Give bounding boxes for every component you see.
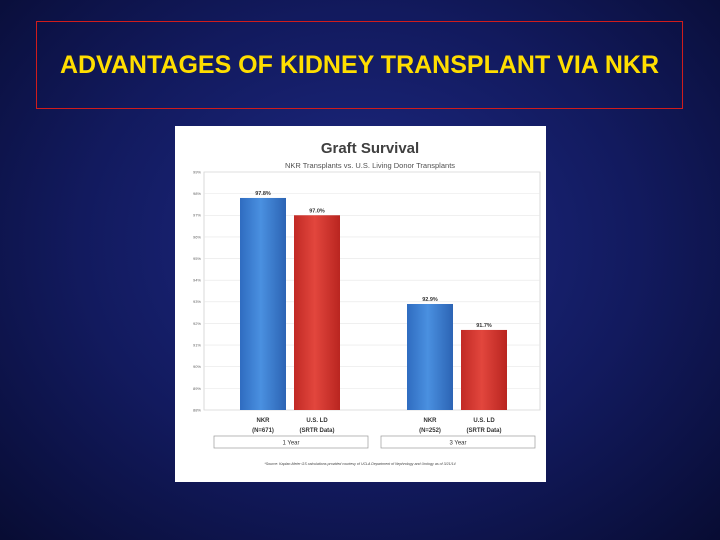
y-tick-label: 96% [193,234,201,239]
y-tick-label: 99% [193,169,201,174]
y-tick-label: 97% [193,213,201,218]
y-tick-label: 92% [193,321,201,326]
bar-nkr-1 [240,197,286,410]
y-tick-label: 88% [193,407,201,412]
category-sublabel: (N=671) [252,428,274,434]
chart-panel: Graft Survival NKR Transplants vs. U.S. … [175,126,546,482]
y-tick-label: 95% [193,256,201,261]
chart-subtitle: NKR Transplants vs. U.S. Living Donor Tr… [285,161,455,170]
y-tick-label: 94% [193,278,201,283]
data-label: 97.0% [309,208,325,214]
category-label: U.S. LD [473,418,495,424]
category-sublabel: (SRTR Data) [466,428,501,434]
group-box [213,435,369,449]
data-label: 91.7% [476,323,492,329]
group-box [380,435,536,449]
data-label: 92.9% [422,297,438,303]
data-label: 97.8% [255,191,271,197]
y-tick-label: 89% [193,386,201,391]
y-tick-label: 91% [193,342,201,347]
group-label: 1 Year [282,441,299,447]
y-tick-label: 93% [193,299,201,304]
bar-nkr-2 [407,303,453,410]
y-tick-label: 98% [193,191,201,196]
group-label: 3 Year [449,441,466,447]
chart-title: Graft Survival [321,140,419,157]
category-label: NKR [257,418,271,424]
bar-usld-1 [294,215,340,410]
chart-footnote: *Source: Kaplan-Meier GS calculations pr… [264,462,455,466]
category-label: NKR [424,418,438,424]
graft-survival-chart: Graft Survival NKR Transplants vs. U.S. … [193,140,541,466]
bar-usld-2 [461,329,507,410]
category-sublabel: (SRTR Data) [299,428,334,434]
y-tick-label: 90% [193,364,201,369]
category-sublabel: (N=252) [419,428,441,434]
slide-title: ADVANTAGES OF KIDNEY TRANSPLANT VIA NKR [59,51,660,79]
category-label: U.S. LD [306,418,328,424]
slide-title-box: ADVANTAGES OF KIDNEY TRANSPLANT VIA NKR [36,21,683,109]
